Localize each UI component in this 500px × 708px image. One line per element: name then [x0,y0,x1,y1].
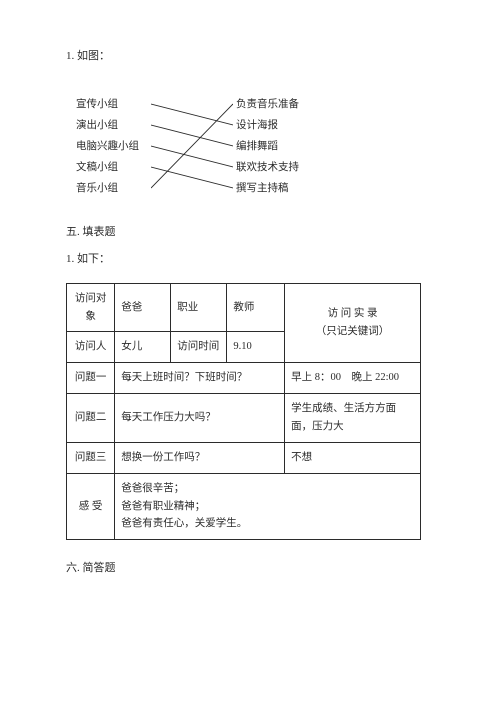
match-diagram: 宣传小组 演出小组 电脑兴趣小组 文稿小组 音乐小组 负责音乐准备 设计海报 编… [76,94,356,204]
cell-label: 访问时间 [171,332,227,363]
match-right-item: 联欢技术支持 [236,157,326,178]
section-5-intro: 1. 如下： [66,251,436,269]
cell-value: 爸爸 [115,283,171,332]
q-text: 想换一份工作吗？ [115,442,285,473]
table-row: 问题三 想换一份工作吗？ 不想 [67,442,421,473]
table-row: 访问对象 爸爸 职业 教师 访 问 实 录 （只记关键词） [67,283,421,332]
table-row: 问题二 每天工作压力大吗？ 学生成绩、生活方方面面，压力大 [67,394,421,443]
table-row: 感 受 爸爸很辛苦； 爸爸有职业精神； 爸爸有责任心，关爱学生。 [67,473,421,540]
feel-label: 感 受 [67,473,115,540]
q-answer: 不想 [285,442,421,473]
interview-table: 访问对象 爸爸 职业 教师 访 问 实 录 （只记关键词） 访问人 女儿 访问时… [66,283,421,540]
cell-label: 访问对象 [67,283,115,332]
match-right-column: 负责音乐准备 设计海报 编排舞蹈 联欢技术支持 撰写主持稿 [236,94,326,199]
table-row: 问题一 每天上班时间？下班时间？ 早上 8：00 晚上 22:00 [67,363,421,394]
cell-label: 职业 [171,283,227,332]
q-answer: 学生成绩、生活方方面面，压力大 [285,394,421,443]
match-right-item: 负责音乐准备 [236,94,326,115]
section-5-title: 五. 填表题 [66,224,436,242]
q-text: 每天工作压力大吗？ [115,394,285,443]
q-label: 问题二 [67,394,115,443]
cell-value: 女儿 [115,332,171,363]
page: 1. 如图： 宣传小组 演出小组 电脑兴趣小组 文稿小组 音乐小组 负责音乐准备… [0,0,500,708]
match-right-item: 设计海报 [236,115,326,136]
cell-value: 教师 [227,283,285,332]
figure-caption: 1. 如图： [66,48,436,66]
q-text: 每天上班时间？下班时间？ [115,363,285,394]
q-answer: 早上 8：00 晚上 22:00 [285,363,421,394]
match-right-item: 编排舞蹈 [236,136,326,157]
cell-label: 访问人 [67,332,115,363]
record-header: 访 问 实 录 （只记关键词） [285,283,421,363]
section-6-title: 六. 简答题 [66,560,436,578]
cell-value: 9.10 [227,332,285,363]
q-label: 问题三 [67,442,115,473]
feel-text: 爸爸很辛苦； 爸爸有职业精神； 爸爸有责任心，关爱学生。 [115,473,421,540]
match-lines [151,94,233,204]
q-label: 问题一 [67,363,115,394]
match-right-item: 撰写主持稿 [236,178,326,199]
content-area: 1. 如图： 宣传小组 演出小组 电脑兴趣小组 文稿小组 音乐小组 负责音乐准备… [66,48,436,578]
